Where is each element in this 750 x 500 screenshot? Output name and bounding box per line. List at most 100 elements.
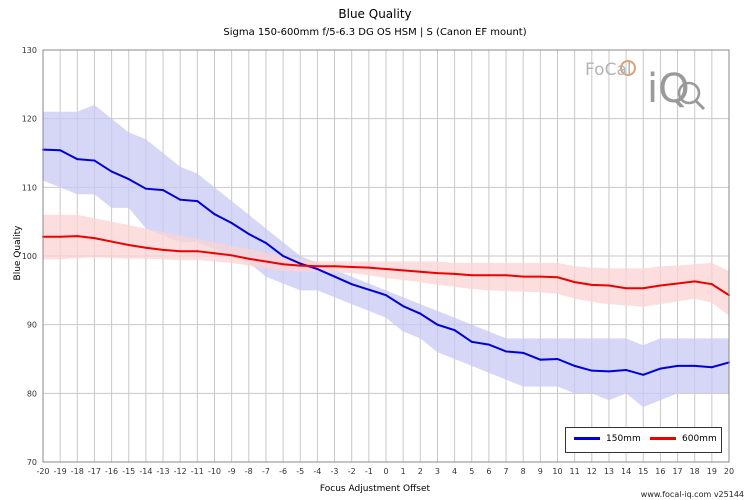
x-tick-label: 16	[655, 467, 665, 476]
x-tick-label: -15	[122, 467, 135, 476]
data-point-150mm	[282, 255, 285, 257]
x-tick-label: 4	[452, 467, 457, 476]
x-tick-label: 6	[486, 467, 491, 476]
data-point-600mm	[213, 252, 216, 255]
x-tick-label: -18	[71, 467, 84, 476]
y-tick-label: 80	[27, 389, 37, 398]
data-point-600mm	[282, 263, 285, 266]
data-point-600mm	[162, 248, 165, 251]
data-point-600mm	[642, 287, 645, 290]
data-point-150mm	[470, 340, 473, 343]
data-point-150mm	[453, 329, 456, 332]
data-point-150mm	[402, 305, 405, 308]
x-tick-label: 14	[621, 467, 631, 476]
data-point-150mm	[419, 312, 422, 315]
logo-lens-handle	[694, 99, 706, 111]
legend-item-150mm: 150mm	[574, 434, 641, 444]
x-tick-label: 7	[504, 467, 509, 476]
data-point-600mm	[676, 282, 679, 285]
x-tick-label: 2	[418, 467, 423, 476]
x-tick-label: -4	[313, 467, 321, 476]
x-tick-label: -6	[279, 467, 287, 476]
data-point-150mm	[230, 222, 233, 225]
data-point-150mm	[625, 368, 628, 371]
data-point-600mm	[230, 254, 233, 257]
data-point-150mm	[316, 268, 319, 271]
legend-swatch-600mm	[650, 437, 676, 440]
x-tick-label: -20	[36, 467, 49, 476]
data-point-150mm	[110, 170, 113, 173]
data-point-150mm	[385, 294, 387, 297]
data-point-150mm	[350, 283, 353, 286]
data-point-600mm	[179, 250, 182, 253]
data-point-600mm	[625, 287, 628, 290]
y-tick-label: 120	[22, 115, 37, 124]
band-150mm	[43, 104, 729, 408]
y-tick-label: 110	[22, 183, 37, 192]
x-tick-label: 0	[383, 467, 388, 476]
data-point-600mm	[333, 265, 336, 268]
data-point-600mm	[470, 274, 473, 277]
data-point-600mm	[385, 268, 387, 271]
data-point-150mm	[367, 288, 370, 291]
data-point-150mm	[299, 262, 302, 265]
plot-border	[42, 49, 730, 463]
data-point-600mm	[144, 246, 147, 249]
data-point-150mm	[59, 149, 62, 152]
data-point-150mm	[127, 178, 130, 181]
x-tick-label: -1	[365, 467, 373, 476]
data-point-150mm	[710, 366, 713, 369]
data-point-600mm	[196, 250, 199, 253]
data-point-150mm	[333, 275, 336, 278]
x-tick-label: -3	[331, 467, 339, 476]
y-axis-label: Blue Quality	[13, 225, 23, 281]
x-tick-label: 5	[469, 467, 474, 476]
data-point-150mm	[539, 358, 542, 361]
data-point-600mm	[59, 235, 62, 238]
chart-legend: 150mm 600mm	[565, 427, 722, 453]
data-point-600mm	[710, 283, 713, 286]
data-point-150mm	[436, 323, 439, 326]
data-point-600mm	[316, 265, 319, 268]
x-tick-label: 8	[521, 467, 526, 476]
data-point-600mm	[402, 269, 405, 272]
legend-item-600mm: 600mm	[650, 434, 717, 444]
data-point-150mm	[144, 187, 147, 190]
data-point-150mm	[556, 358, 559, 360]
data-point-600mm	[299, 264, 302, 267]
chart-title: Blue Quality	[338, 7, 412, 21]
x-tick-label: 13	[604, 467, 614, 476]
x-tick-label: 12	[587, 467, 597, 476]
data-point-150mm	[196, 200, 199, 203]
legend-label-600mm: 600mm	[682, 434, 717, 444]
data-point-600mm	[247, 257, 250, 260]
data-point-600mm	[453, 272, 456, 275]
data-point-600mm	[573, 281, 576, 284]
data-point-600mm	[556, 276, 559, 279]
data-point-150mm	[522, 351, 525, 354]
data-point-150mm	[505, 350, 508, 353]
x-tick-label: 19	[707, 467, 717, 476]
logo-text-top: FoCal	[585, 60, 632, 80]
focal-iq-logo: FoCal iQ	[585, 60, 710, 120]
y-tick-label: 70	[27, 458, 37, 467]
x-tick-label: -13	[157, 467, 170, 476]
logo-orange-ring	[620, 60, 636, 76]
y-tick-label: 100	[22, 252, 37, 261]
data-point-600mm	[93, 237, 96, 240]
x-tick-label: 10	[552, 467, 562, 476]
x-tick-label: -8	[245, 467, 253, 476]
data-point-600mm	[693, 280, 696, 283]
footer-credit: www.focal-iq.com v25144	[640, 490, 744, 499]
data-point-600mm	[590, 283, 593, 286]
data-point-150mm	[213, 213, 216, 216]
logo-lens-ring	[677, 81, 701, 105]
data-point-600mm	[659, 284, 662, 287]
data-point-150mm	[264, 241, 267, 244]
x-tick-label: 1	[401, 467, 406, 476]
x-tick-label: 3	[435, 467, 440, 476]
x-tick-label: -12	[174, 467, 187, 476]
data-point-600mm	[264, 260, 267, 263]
data-point-600mm	[367, 266, 370, 269]
logo-text-big: iQ	[647, 66, 690, 112]
